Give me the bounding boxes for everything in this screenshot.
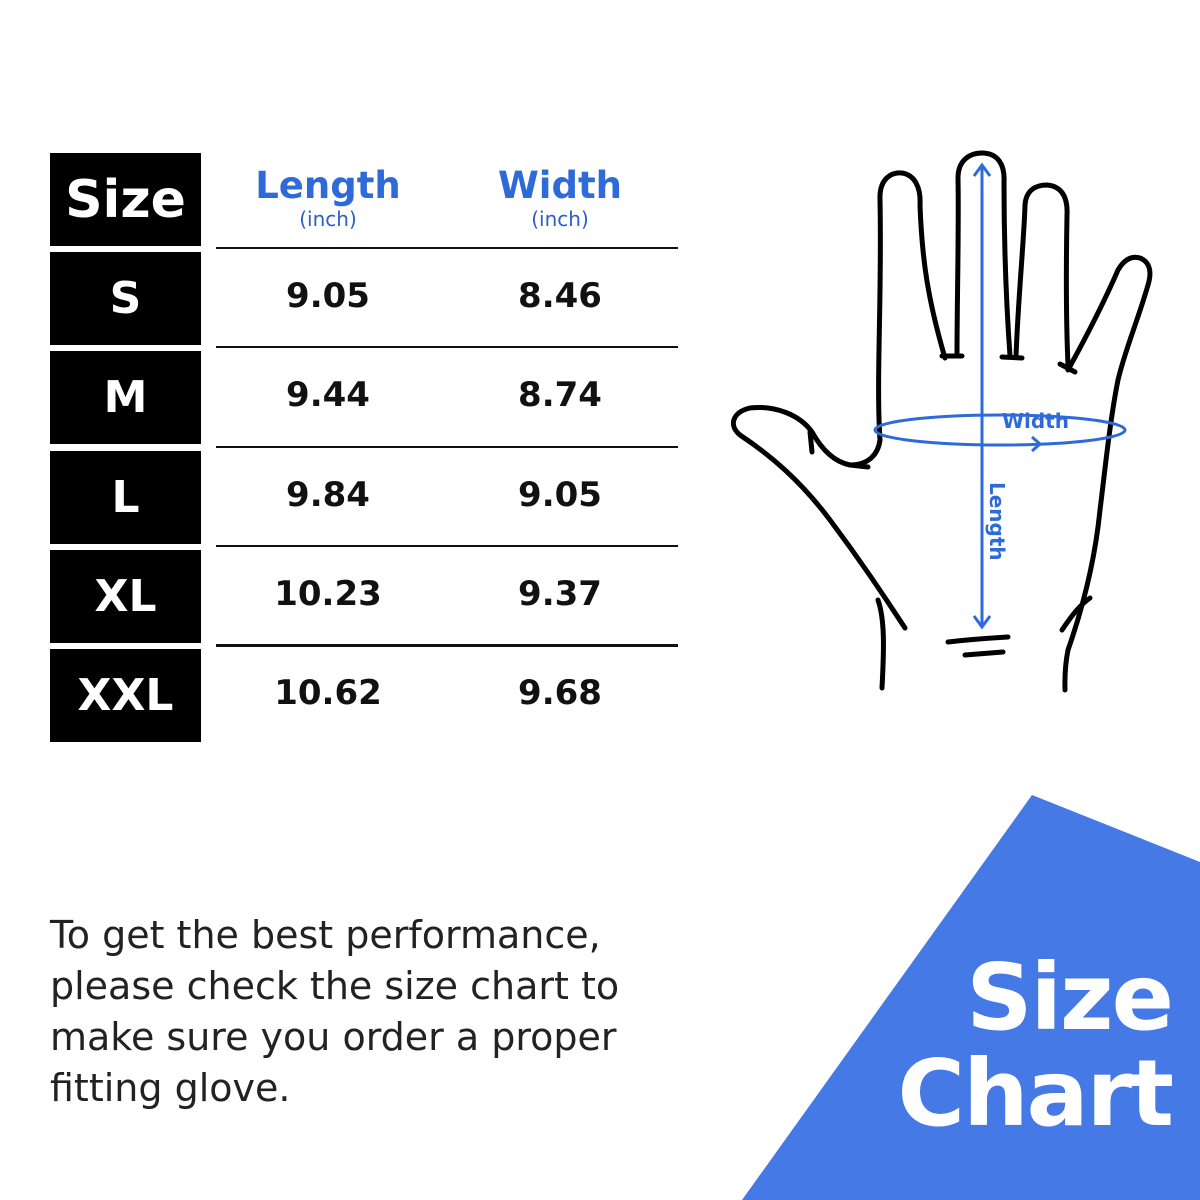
instruction-note: To get the best performance, please chec… (50, 913, 620, 1110)
length-header: Length (inch) (228, 166, 428, 232)
width-value: 9.37 (518, 574, 602, 614)
length-value: 9.05 (286, 276, 370, 316)
width-label: Width (1002, 409, 1069, 433)
length-arrow-top-icon (972, 162, 992, 177)
size-cell: XL (50, 550, 201, 643)
row-divider (216, 247, 678, 249)
row-divider (216, 446, 678, 448)
size-cell: M (50, 351, 201, 444)
row-divider (216, 545, 678, 547)
width-unit: (inch) (531, 207, 589, 231)
width-header: Width (inch) (460, 166, 660, 232)
width-value: 9.68 (518, 673, 602, 713)
length-value: 10.23 (274, 574, 382, 614)
size-chart-badge: Size Chart (897, 944, 1174, 1147)
size-cell: L (50, 451, 201, 544)
size-cell: S (50, 252, 201, 345)
width-value: 9.05 (518, 475, 602, 515)
width-header-label: Width (497, 164, 622, 207)
length-value: 9.84 (286, 475, 370, 515)
length-value: 10.62 (274, 673, 382, 713)
length-unit: (inch) (299, 207, 357, 231)
length-value: 9.44 (286, 375, 370, 415)
size-cell: XXL (50, 649, 201, 742)
width-value: 8.46 (518, 276, 602, 316)
length-arrow-bottom-icon (972, 615, 992, 630)
badge-line-1: Size (966, 944, 1174, 1051)
width-value: 8.74 (518, 375, 602, 415)
hand-outline (730, 150, 1153, 693)
length-header-label: Length (255, 164, 401, 207)
badge-line-2: Chart (897, 1040, 1174, 1147)
measure-marks (873, 162, 1127, 630)
length-label: Length (985, 482, 1009, 561)
row-divider (216, 645, 678, 647)
row-divider (216, 346, 678, 348)
size-header: Size (50, 153, 201, 246)
width-ellipse (873, 413, 1127, 447)
width-arrow-icon (1031, 435, 1043, 453)
badge-background (742, 795, 1200, 1200)
